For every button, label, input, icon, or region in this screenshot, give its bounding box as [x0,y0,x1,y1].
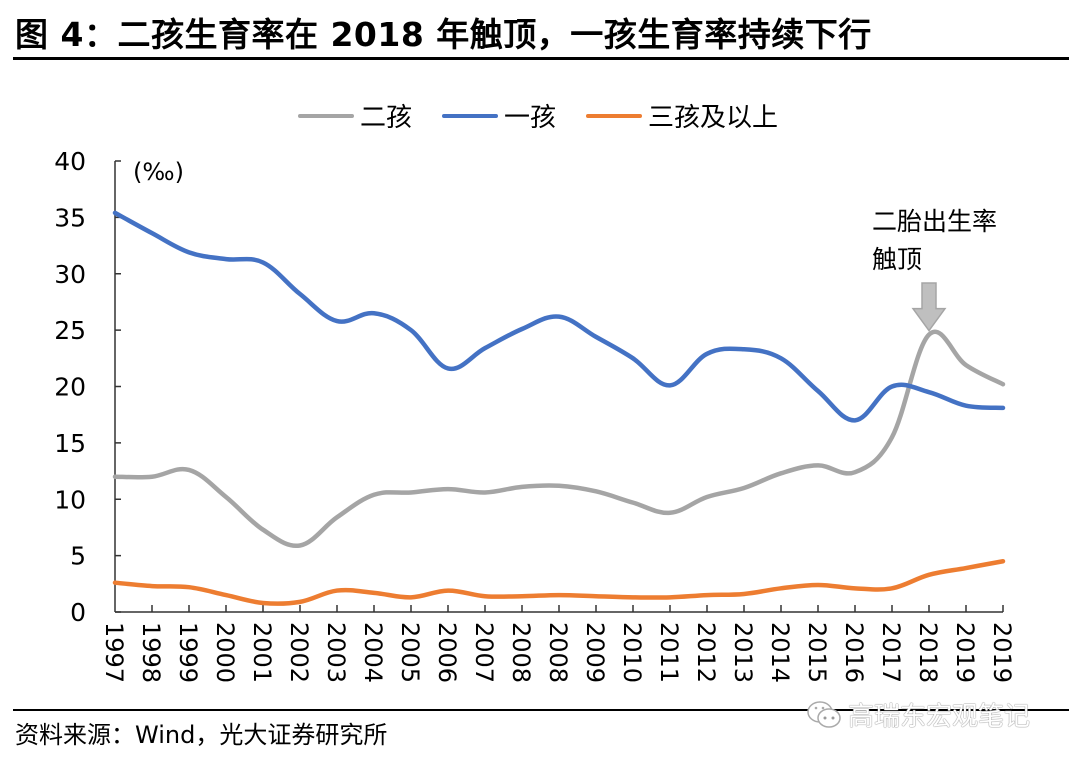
x-tick-label: 2012 [692,622,720,683]
x-tick-label: 2019 [951,622,979,683]
x-tick-label: 2016 [840,622,868,683]
legend-swatch-second-child [298,113,354,118]
x-tick-label: 2019 [988,622,1016,683]
x-tick-label: 2010 [618,622,646,683]
x-tick-label: 2005 [396,622,424,683]
watermark-text: 高瑞东宏观笔记 [848,702,1031,732]
legend-swatch-third-plus [586,113,643,118]
legend-label-first-child: 一孩 [504,103,557,133]
figure-title: 图 4：二孩生育率在 2018 年触顶，一孩生育率持续下行 [15,15,872,54]
x-tick-label: 2017 [877,622,905,683]
x-tick-label: 2004 [359,622,387,683]
annotation-line-2: 触顶 [872,245,923,274]
title-rule [13,57,1069,60]
source-rule [13,709,1069,711]
x-tick-label: 2000 [211,622,239,683]
y-tick-label: 40 [54,147,86,176]
chart-legend: 二孩 一孩 三孩及以上 [298,97,808,134]
legend-swatch-first-child [442,113,499,118]
x-tick-label: 2002 [285,622,313,683]
annotation-line-1: 二胎出生率 [872,207,998,236]
y-axis-unit-label: (‰) [133,158,184,186]
y-tick-label: 25 [54,316,86,345]
x-tick-label: 2011 [655,622,683,683]
line-chart: 0 5 10 15 20 25 30 35 40 1997 1998 1999 2000 2001 2002… [54,147,1016,683]
peak-annotation: 二胎出生率 触顶 [872,203,997,279]
y-tick-label: 30 [54,260,86,289]
x-tick-label: 2008 [544,622,572,683]
x-tick-label: 2018 [914,622,942,683]
legend-item-second-child: 二孩 [298,97,412,134]
x-tick-label: 2015 [803,622,831,683]
y-tick-label: 10 [54,485,86,514]
series-line-first-child [112,210,1006,423]
x-tick-label: 2007 [470,622,498,683]
x-tick-label: 2008 [507,622,535,683]
x-tick-label: 2001 [248,622,276,683]
x-tick-label: 2014 [766,622,794,683]
x-tick-label: 2009 [581,622,609,683]
y-tick-label: 5 [70,542,86,571]
source-note: 资料来源：Wind，光大证券研究所 [15,721,388,749]
legend-item-third-plus: 三孩及以上 [586,97,778,134]
legend-label-third-plus: 三孩及以上 [648,103,779,133]
y-tick-label: 0 [70,598,86,627]
legend-label-second-child: 二孩 [360,103,413,133]
x-tick-label: 1999 [174,622,202,683]
x-tick-label: 2006 [433,622,461,683]
watermark: 高瑞东宏观笔记 [806,696,1030,733]
y-tick-label: 20 [54,373,86,402]
x-tick-label: 1998 [137,622,165,683]
x-tick-label: 2013 [729,622,757,683]
series-line-third-plus [112,559,1006,606]
series-line-second-child [112,329,1006,549]
y-tick-label: 35 [54,203,86,232]
y-tick-label: 15 [54,429,86,458]
down-arrow-icon [911,282,947,332]
x-tick-label: 1997 [100,622,128,683]
wechat-icon [807,700,841,728]
legend-item-first-child: 一孩 [442,97,556,134]
x-tick-label: 2003 [322,622,350,683]
